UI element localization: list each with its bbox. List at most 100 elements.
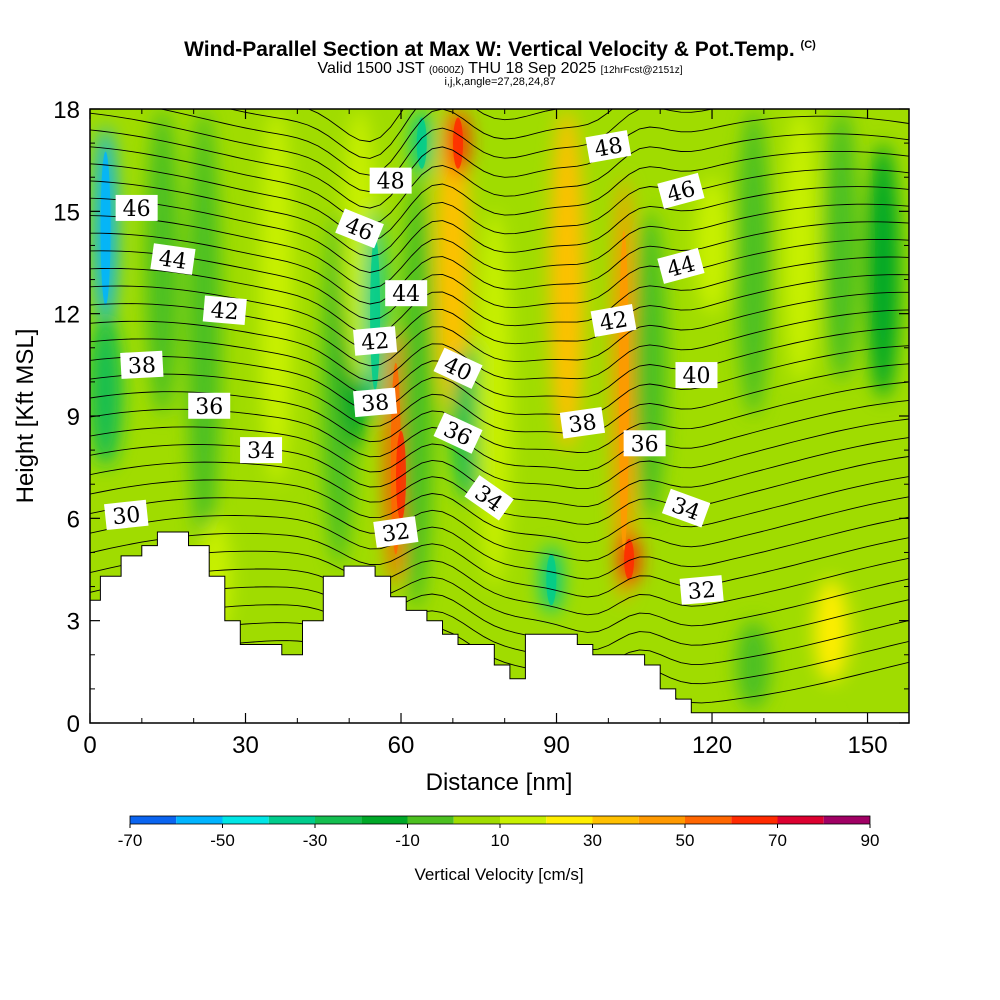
colorbar-bin xyxy=(315,816,362,824)
isentrope-7 xyxy=(90,515,909,580)
colorbar-tick-label: 50 xyxy=(676,831,695,850)
colorbar-bin xyxy=(823,816,870,824)
isentrope-29 xyxy=(90,115,909,209)
x-tick-label: 120 xyxy=(692,732,732,759)
theta-label-text: 38 xyxy=(127,353,156,379)
theta-label-text: 42 xyxy=(210,298,240,325)
chart-title-text: Wind-Parallel Section at Max W: Vertical… xyxy=(184,38,795,61)
y-tick-label: 0 xyxy=(67,711,80,738)
x-axis-label: Distance [nm] xyxy=(426,769,573,796)
colorbar-tick-label: -10 xyxy=(395,831,420,850)
w-core-29 xyxy=(736,620,771,710)
theta-label-22: 44 xyxy=(657,247,705,284)
chart-subtitle: Valid 1500 JST (0600Z) THU 18 Sep 2025 [… xyxy=(0,60,1000,78)
w-core-30 xyxy=(860,603,895,710)
theta-label-box xyxy=(657,172,705,209)
w-core-27 xyxy=(866,143,901,399)
theta-label-box xyxy=(369,167,412,194)
isentrope-22 xyxy=(90,238,909,320)
colorbar-tick-label: -70 xyxy=(118,831,143,850)
colorbar-bin xyxy=(407,816,454,824)
theta-label-box xyxy=(373,516,419,548)
theta-label-1: 44 xyxy=(150,243,196,275)
x-tick-label: 0 xyxy=(83,732,96,759)
theta-label-18: 34 xyxy=(661,488,711,528)
theta-label-box xyxy=(353,387,398,418)
isentrope-18 xyxy=(90,309,909,382)
theta-label-box xyxy=(590,304,637,337)
colorbar-bin xyxy=(268,816,315,824)
colorbar-tick-label: 30 xyxy=(583,831,602,850)
colorbar-bin xyxy=(592,816,639,824)
theta-label-5: 34 xyxy=(240,437,283,464)
w-core-17 xyxy=(477,211,512,587)
theta-label-15: 32 xyxy=(373,516,419,548)
theta-label-text: 32 xyxy=(687,578,717,605)
theta-label-text: 36 xyxy=(195,395,223,420)
w-core-inner-13 xyxy=(416,117,427,169)
x-tick-label: 90 xyxy=(543,732,570,759)
y-tick-label: 15 xyxy=(53,199,80,226)
isentrope-3 xyxy=(90,586,909,651)
theta-label-7: 48 xyxy=(369,167,412,195)
isentrope-17 xyxy=(90,327,909,398)
theta-label-9: 44 xyxy=(385,280,428,307)
colorbar-bin xyxy=(731,816,778,824)
contour-labels: 4644423836343048464442403836343238363432… xyxy=(104,130,724,605)
theta-label-box xyxy=(150,243,196,275)
theta-label-19: 32 xyxy=(679,575,724,605)
theta-label-box xyxy=(661,488,711,528)
theta-label-24: 48 xyxy=(585,130,632,163)
subtitle-forecast: [12hrFcst@2151z] xyxy=(600,65,683,76)
theta-label-text: 44 xyxy=(157,246,188,275)
theta-label-box xyxy=(120,350,164,379)
isentrope-24 xyxy=(90,203,909,289)
y-tick-label: 12 xyxy=(53,302,80,329)
theta-label-box xyxy=(464,475,514,521)
theta-label-text: 32 xyxy=(380,519,411,548)
x-tick-label: 60 xyxy=(388,732,415,759)
theta-label-text: 36 xyxy=(631,432,659,457)
colorbar-bin xyxy=(638,816,685,824)
w-core-26 xyxy=(824,109,859,382)
isentrope-20 xyxy=(90,274,909,351)
subtitle-valid: Valid 1500 JST xyxy=(317,60,425,77)
w-core-14 xyxy=(435,109,470,416)
subtitle-zulu: (0600Z) xyxy=(428,65,464,76)
theta-label-box xyxy=(353,326,398,356)
theta-label-box xyxy=(433,347,483,389)
y-tick-label: 6 xyxy=(67,506,80,533)
colorbar-tick-label: -50 xyxy=(210,831,235,850)
w-core-inner-15 xyxy=(453,117,464,169)
theta-label-17: 36 xyxy=(623,430,666,457)
w-core-19 xyxy=(549,109,584,451)
theta-label-text: 34 xyxy=(247,439,275,464)
colorbar-bin xyxy=(500,816,547,824)
chart-title-mark: (C) xyxy=(800,39,816,51)
colorbar-bin xyxy=(222,816,269,824)
isentrope-23 xyxy=(90,221,909,305)
colorbar-label: Vertical Velocity [cm/s] xyxy=(414,865,583,884)
colorbar-bin xyxy=(546,816,593,824)
w-core-24 xyxy=(736,109,771,416)
subtitle-date: THU 18 Sep 2025 xyxy=(468,60,597,77)
theta-label-box xyxy=(623,430,666,457)
w-core-inner-11 xyxy=(396,430,407,521)
theta-label-text: 46 xyxy=(123,197,151,222)
isentrope-27 xyxy=(90,150,909,242)
x-tick-label: 150 xyxy=(848,732,888,759)
colorbar-bin xyxy=(176,816,223,824)
colorbar-tick-label: -30 xyxy=(303,831,328,850)
theta-label-0: 46 xyxy=(115,194,158,222)
theta-label-text: 38 xyxy=(567,410,598,439)
theta-label-3: 38 xyxy=(120,350,164,380)
theta-label-box xyxy=(559,407,606,439)
theta-label-box xyxy=(675,362,718,389)
w-core-inner-21 xyxy=(624,538,635,580)
isentrope-32 xyxy=(228,109,561,159)
theta-label-text: 40 xyxy=(682,364,710,389)
theta-label-box xyxy=(240,437,283,464)
theta-label-box xyxy=(679,575,724,605)
w-core-inner-18 xyxy=(546,554,557,606)
